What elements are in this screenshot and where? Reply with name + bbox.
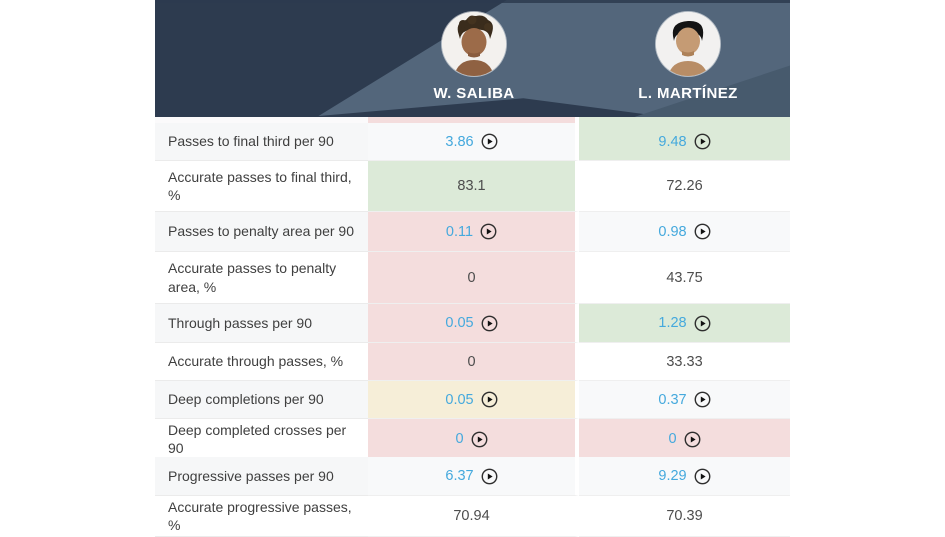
stat-row: Accurate passes to penalty area, % 0 43.… bbox=[155, 252, 790, 304]
play-video-icon[interactable] bbox=[684, 431, 701, 448]
stat-number[interactable]: 9.48 bbox=[658, 133, 687, 150]
martinez-avatar-illustration bbox=[656, 12, 720, 76]
stat-value-martinez: 0.37 bbox=[579, 381, 790, 419]
stat-number: 72.26 bbox=[666, 178, 703, 194]
stat-label: Accurate through passes, % bbox=[155, 343, 368, 381]
stat-value-saliba: 0.11 bbox=[368, 212, 579, 252]
stat-value-saliba: 83.1 bbox=[368, 161, 579, 212]
sliver-label-cell bbox=[155, 117, 368, 123]
stat-number[interactable]: 0.11 bbox=[445, 223, 474, 240]
stat-value-saliba: 6.37 bbox=[368, 457, 579, 496]
player-martinez: L. MARTÍNEZ bbox=[603, 12, 773, 102]
stat-value-martinez: 70.39 bbox=[579, 496, 790, 537]
comparison-header: W. SALIBA L. MARTÍNEZ bbox=[155, 0, 790, 117]
stat-value-martinez: 9.29 bbox=[579, 457, 790, 496]
stat-label: Deep completions per 90 bbox=[155, 381, 368, 419]
player-saliba: W. SALIBA bbox=[389, 12, 559, 102]
stat-number[interactable]: 6.37 bbox=[445, 468, 474, 484]
play-video-icon[interactable] bbox=[694, 391, 711, 408]
stat-number[interactable]: 9.29 bbox=[658, 468, 687, 484]
stat-number: 0 bbox=[467, 269, 476, 286]
stat-row: Passes to final third per 90 3.86 9.48 bbox=[155, 123, 790, 161]
stat-number[interactable]: 0.37 bbox=[658, 391, 687, 408]
header-top-line bbox=[155, 0, 790, 3]
stat-number[interactable]: 1.28 bbox=[658, 315, 687, 331]
sliver-saliba-cell bbox=[368, 117, 579, 123]
stat-label: Passes to final third per 90 bbox=[155, 123, 368, 161]
stat-value-martinez: 0.98 bbox=[579, 212, 790, 252]
saliba-name: W. SALIBA bbox=[433, 85, 515, 102]
saliba-avatar[interactable] bbox=[442, 12, 506, 76]
play-video-icon[interactable] bbox=[471, 431, 488, 448]
play-video-icon[interactable] bbox=[481, 315, 498, 332]
stat-label: Accurate progressive passes, % bbox=[155, 496, 368, 537]
stat-value-saliba: 3.86 bbox=[368, 123, 579, 161]
stat-number: 43.75 bbox=[666, 269, 703, 286]
stat-row: Deep completions per 90 0.05 0.37 bbox=[155, 381, 790, 419]
stat-value-saliba: 0.05 bbox=[368, 381, 579, 419]
stat-row: Progressive passes per 90 6.37 9.29 bbox=[155, 457, 790, 496]
stat-value-saliba: 70.94 bbox=[368, 496, 579, 537]
stat-label: Passes to penalty area per 90 bbox=[155, 212, 368, 252]
stat-number[interactable]: 0.98 bbox=[658, 223, 687, 240]
play-video-icon[interactable] bbox=[480, 223, 497, 240]
stat-label: Progressive passes per 90 bbox=[155, 457, 368, 496]
play-video-icon[interactable] bbox=[694, 133, 711, 150]
stat-number: 70.94 bbox=[453, 508, 490, 525]
stat-value-martinez: 9.48 bbox=[579, 123, 790, 161]
stat-row: Accurate passes to final third, % 83.1 7… bbox=[155, 161, 790, 212]
stat-number[interactable]: 0 bbox=[668, 431, 677, 448]
play-video-icon[interactable] bbox=[694, 315, 711, 332]
play-video-icon[interactable] bbox=[481, 468, 498, 485]
martinez-name: L. MARTÍNEZ bbox=[638, 85, 738, 102]
stat-number: 33.33 bbox=[666, 353, 703, 370]
stat-number[interactable]: 0.05 bbox=[445, 391, 474, 408]
stat-label: Accurate passes to final third, % bbox=[155, 161, 368, 212]
stat-number: 83.1 bbox=[457, 178, 486, 194]
play-video-icon[interactable] bbox=[694, 223, 711, 240]
play-video-icon[interactable] bbox=[481, 133, 498, 150]
scrolled-row-sliver bbox=[155, 117, 790, 123]
stat-number: 70.39 bbox=[666, 508, 703, 525]
player-comparison-panel: W. SALIBA L. MARTÍNEZ Passes to final th… bbox=[155, 0, 790, 537]
stat-value-saliba: 0 bbox=[368, 343, 579, 381]
stat-number[interactable]: 0.05 bbox=[445, 315, 474, 331]
stat-label: Accurate passes to penalty area, % bbox=[155, 252, 368, 304]
stat-number[interactable]: 3.86 bbox=[445, 133, 474, 150]
stat-row: Passes to penalty area per 90 0.11 0.98 bbox=[155, 212, 790, 252]
stat-value-saliba: 0.05 bbox=[368, 304, 579, 343]
martinez-avatar[interactable] bbox=[656, 12, 720, 76]
stat-value-martinez: 1.28 bbox=[579, 304, 790, 343]
stat-row: Deep completed crosses per 90 0 0 bbox=[155, 419, 790, 461]
stat-value-martinez: 0 bbox=[579, 419, 790, 461]
stat-number[interactable]: 0 bbox=[455, 431, 464, 448]
play-video-icon[interactable] bbox=[481, 391, 498, 408]
saliba-avatar-illustration bbox=[442, 12, 506, 76]
stat-value-saliba: 0 bbox=[368, 252, 579, 304]
stat-number: 0 bbox=[467, 353, 476, 370]
stat-row: Accurate progressive passes, % 70.94 70.… bbox=[155, 496, 790, 537]
stat-label: Deep completed crosses per 90 bbox=[155, 419, 368, 461]
stat-value-martinez: 33.33 bbox=[579, 343, 790, 381]
stats-table: Passes to final third per 90 3.86 9.48 A… bbox=[155, 123, 790, 537]
stat-row: Accurate through passes, % 0 33.33 bbox=[155, 343, 790, 381]
stat-row: Through passes per 90 0.05 1.28 bbox=[155, 304, 790, 343]
stat-value-saliba: 0 bbox=[368, 419, 579, 461]
stat-value-martinez: 43.75 bbox=[579, 252, 790, 304]
sliver-martinez-cell bbox=[579, 117, 790, 123]
stat-label: Through passes per 90 bbox=[155, 304, 368, 343]
stat-value-martinez: 72.26 bbox=[579, 161, 790, 212]
play-video-icon[interactable] bbox=[694, 468, 711, 485]
